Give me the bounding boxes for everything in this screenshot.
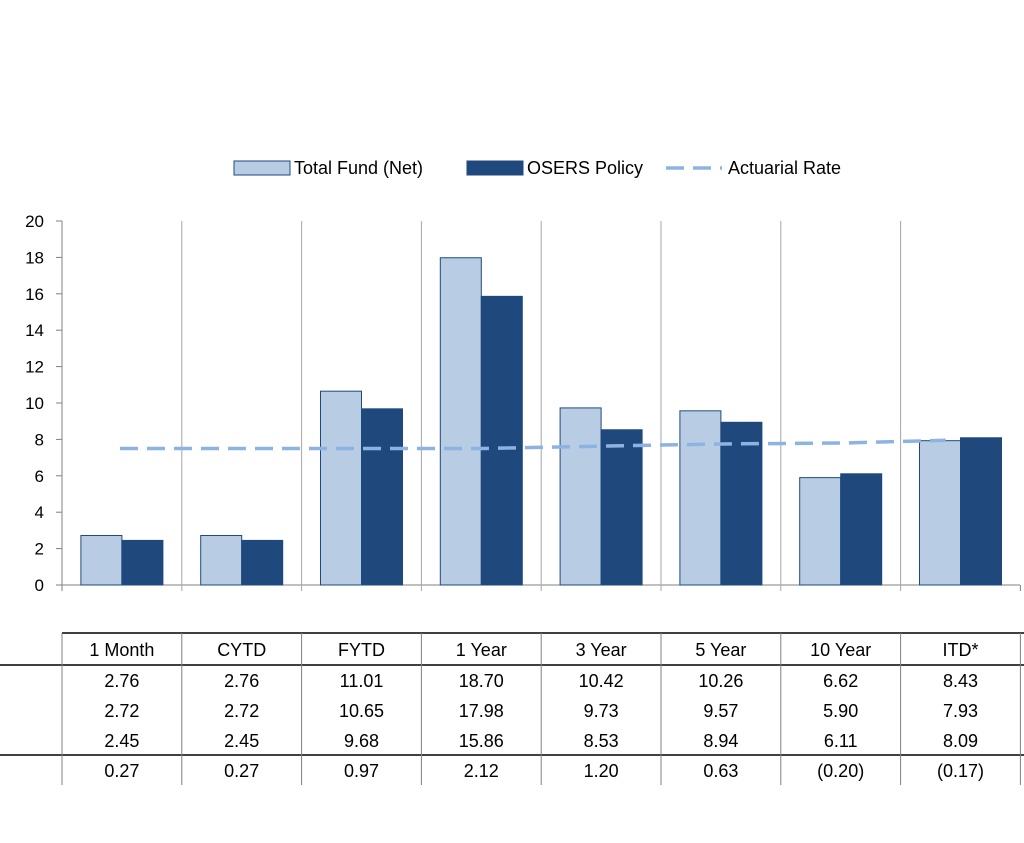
table-cell: 11.01 <box>340 671 384 691</box>
y-tick-label: 4 <box>35 503 44 522</box>
table-cell: 0.27 <box>104 761 139 781</box>
bar <box>320 390 362 586</box>
y-tick-label: 14 <box>25 321 44 340</box>
legend-label: OSERS Policy <box>527 158 643 178</box>
table-cell: 2.45 <box>224 731 259 751</box>
table-cell: 2.72 <box>104 701 139 721</box>
table-cell: 17.98 <box>459 701 504 721</box>
legend: Total Fund (Net) OSERS Policy Actuarial Ra… <box>233 158 841 178</box>
y-tick-label: 2 <box>35 540 44 559</box>
bar <box>840 473 883 586</box>
table-cell: 0.27 <box>224 761 259 781</box>
table-cell-negative: (0.20) <box>817 761 864 781</box>
y-tick-label: 10 <box>25 394 44 413</box>
bar <box>960 437 1002 586</box>
table-cell: 2.76 <box>224 671 259 691</box>
category-separators <box>61 221 1021 591</box>
category-label: 10 Year <box>810 640 871 660</box>
bar <box>241 539 284 586</box>
bar <box>600 429 643 586</box>
bar <box>799 477 842 586</box>
table-cell: 0.97 <box>344 761 379 781</box>
y-tick-label: 8 <box>35 430 44 449</box>
y-tick-label: 0 <box>35 576 44 595</box>
bar <box>80 534 123 586</box>
category-label: 1 Year <box>456 640 507 660</box>
table-cell: 8.53 <box>584 731 619 751</box>
table-cell: 6.11 <box>824 731 858 751</box>
y-tick-label: 16 <box>25 285 44 304</box>
table-cell: 10.65 <box>339 701 384 721</box>
y-tick-label: 12 <box>25 358 44 377</box>
bar <box>439 257 482 586</box>
actuarial-rate-line <box>120 438 946 451</box>
bar <box>121 539 164 586</box>
y-tick-label: 6 <box>35 467 44 486</box>
table-cell: 10.26 <box>698 671 743 691</box>
bar <box>919 440 961 586</box>
table-cell: 2.76 <box>104 671 139 691</box>
actuarial-rate-series <box>120 438 946 451</box>
table-cell: 8.43 <box>943 671 978 691</box>
bar <box>200 534 243 586</box>
y-tick-label: 20 <box>25 212 44 231</box>
table-cell: 7.93 <box>943 701 978 721</box>
bar <box>480 295 523 586</box>
table-cell: 15.86 <box>459 731 504 751</box>
table-cell: 2.45 <box>104 731 139 751</box>
table-cell-negative: (0.17) <box>937 761 984 781</box>
table-cell: 1.20 <box>584 761 619 781</box>
table-cell: 2.12 <box>464 761 499 781</box>
table-cell: 0.63 <box>703 761 738 781</box>
table-cell: 9.68 <box>344 731 379 751</box>
category-label: 3 Year <box>576 640 627 660</box>
bar-series <box>80 257 1002 586</box>
bar <box>559 407 602 586</box>
table-cell: 6.62 <box>823 671 858 691</box>
category-label: 5 Year <box>695 640 746 660</box>
table-cell: 9.73 <box>584 701 619 721</box>
bar <box>361 408 403 586</box>
table-cell: 10.42 <box>579 671 624 691</box>
category-label: 1 Month <box>89 640 154 660</box>
y-tick-label: 18 <box>25 248 44 267</box>
bar <box>679 410 722 586</box>
data-table: 1 Month CYTD FYTD 1 Year 3 Year 5 Year 10 Year… <box>0 632 1024 785</box>
legend-label: Actuarial Rate <box>728 158 841 178</box>
category-label: CYTD <box>217 640 266 660</box>
table-cell: 9.57 <box>703 701 738 721</box>
legend-swatch <box>466 160 524 176</box>
table-cell: 5.90 <box>823 701 858 721</box>
category-label: FYTD <box>338 640 385 660</box>
table-cell: 18.70 <box>459 671 504 691</box>
category-label: ITD* <box>943 640 979 660</box>
bar <box>720 421 763 586</box>
table-cell: 2.72 <box>224 701 259 721</box>
table-cell: 8.09 <box>943 731 978 751</box>
table-cell: 8.94 <box>703 731 738 751</box>
legend-swatch <box>233 160 291 176</box>
legend-label: Total Fund (Net) <box>294 158 423 178</box>
